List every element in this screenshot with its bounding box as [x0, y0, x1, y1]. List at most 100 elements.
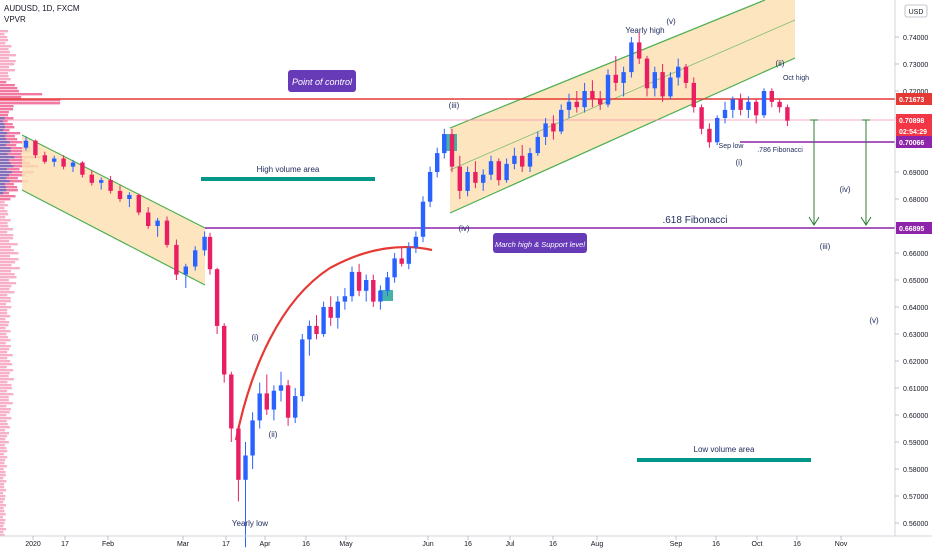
- y-tick-label: 0.66000: [903, 251, 928, 258]
- candle-body: [543, 123, 548, 137]
- volume-profile-bar: [0, 39, 9, 42]
- x-tick-label: Oct: [752, 541, 763, 548]
- candle-body: [349, 271, 355, 297]
- candles: [23, 32, 790, 548]
- volume-profile-bar: [0, 54, 17, 57]
- y-tick-label: 0.61000: [903, 386, 928, 393]
- candle-body: [769, 91, 774, 102]
- x-tick-label: 17: [222, 541, 230, 548]
- price-axis[interactable]: 0.740000.730000.720000.710000.700000.690…: [894, 0, 932, 550]
- symbol-title[interactable]: AUDUSD, 1D, FXCM: [4, 4, 80, 13]
- wave-v-label: (v): [666, 17, 676, 26]
- volume-profile-bar: [0, 453, 4, 456]
- volume-profile-bar: [0, 486, 5, 489]
- candle-body: [457, 166, 462, 191]
- price-tag: [896, 93, 932, 105]
- volume-profile-bar: [0, 375, 9, 378]
- candle-body: [520, 155, 525, 167]
- candle-body: [174, 244, 179, 275]
- volume-profile-bar: [0, 477, 4, 480]
- candle-body: [207, 236, 213, 270]
- volume-profile-bar-up: [0, 120, 3, 123]
- volume-profile-bar: [0, 534, 5, 537]
- candle-body: [250, 420, 255, 456]
- candle-body: [193, 250, 198, 267]
- candle-body: [356, 271, 362, 291]
- volume-profile-bar: [0, 387, 12, 390]
- proj-v-label: (v): [869, 316, 879, 325]
- volume-profile-bar: [0, 516, 4, 519]
- x-tick-label: Feb: [102, 541, 114, 548]
- volume-profile-bar: [0, 186, 18, 189]
- volume-profile-bar: [0, 354, 13, 357]
- candle-body: [61, 158, 66, 167]
- candle-body: [236, 428, 241, 480]
- volume-profile-bar-up: [0, 132, 8, 135]
- volume-profile-bar: [0, 201, 5, 204]
- point-of-control-box: Point of control: [288, 70, 356, 92]
- indicator-label[interactable]: VPVR: [4, 15, 26, 24]
- candle-body: [761, 91, 767, 116]
- candle-body: [413, 236, 419, 248]
- yearly-high-label: Yearly high: [625, 26, 664, 35]
- y-tick-label: 0.69000: [903, 170, 928, 177]
- volume-profile-bar-up: [0, 129, 4, 132]
- price-tag-label: 02:54:29: [899, 129, 927, 136]
- volume-profile-bar: [0, 108, 14, 111]
- candle-body: [715, 118, 720, 143]
- volume-profile-bar: [0, 474, 6, 477]
- price-tag-label: 0.70066: [899, 140, 924, 147]
- volume-profile-bar: [0, 144, 17, 147]
- volume-profile-bar: [0, 183, 14, 186]
- volume-profile-bar: [0, 408, 11, 411]
- wave-iv-label: (iv): [458, 224, 469, 233]
- volume-profile-bar: [0, 129, 10, 132]
- volume-profile-bar: [0, 465, 8, 468]
- candle-body: [293, 396, 298, 418]
- candle-body: [699, 107, 704, 129]
- volume-profile-bar: [0, 237, 13, 240]
- candle-body: [637, 42, 642, 59]
- volume-profile-bar: [0, 231, 8, 234]
- candle-body: [80, 162, 85, 175]
- candle-body: [271, 390, 277, 410]
- candle-body: [551, 123, 556, 132]
- volume-profile-bar: [0, 336, 8, 339]
- volume-profile-bar-up: [0, 165, 14, 168]
- proj-iii-label: (iii): [820, 242, 831, 251]
- volume-profile-bar: [0, 372, 10, 375]
- volume-profile-bar: [0, 456, 8, 459]
- time-axis[interactable]: 2020 17 Feb Mar 17 Apr 16 May Jun 16 Jul 16 Aug Sep 16…: [0, 535, 932, 548]
- currency-label: USD: [909, 9, 924, 16]
- candle-body: [155, 220, 160, 226]
- volume-profile-bar: [0, 270, 11, 273]
- x-tick-label: 16: [549, 541, 557, 548]
- candle-body: [707, 128, 712, 143]
- candle-body: [590, 91, 595, 100]
- volume-profile-bar: [0, 315, 11, 318]
- price-tag: [896, 222, 932, 234]
- x-tick-label: Aug: [591, 541, 604, 548]
- volume-profile-bar: [0, 414, 7, 417]
- candle-body: [335, 301, 340, 318]
- x-tick-label: Apr: [260, 541, 272, 548]
- volume-profile-bar: [0, 63, 15, 66]
- candle-body: [449, 134, 455, 167]
- volume-profile-bar: [0, 402, 13, 405]
- volume-profile-bar-up: [0, 135, 6, 138]
- volume-profile-bar: [0, 300, 11, 303]
- volume-profile-bar: [0, 396, 9, 399]
- y-tick-label: 0.57000: [903, 494, 928, 501]
- volume-profile-bar: [0, 282, 17, 285]
- volume-profile-bar: [0, 459, 6, 462]
- candle-body: [660, 72, 665, 97]
- candle-body: [668, 77, 673, 97]
- march-high-label: March high & Support level: [495, 240, 585, 249]
- candle-body: [23, 140, 29, 148]
- candle-body: [738, 99, 743, 110]
- y-tick-label: 0.74000: [903, 35, 928, 42]
- volume-profile-bar: [0, 60, 16, 63]
- volume-profile-bar: [0, 234, 14, 237]
- candle-body: [342, 296, 348, 302]
